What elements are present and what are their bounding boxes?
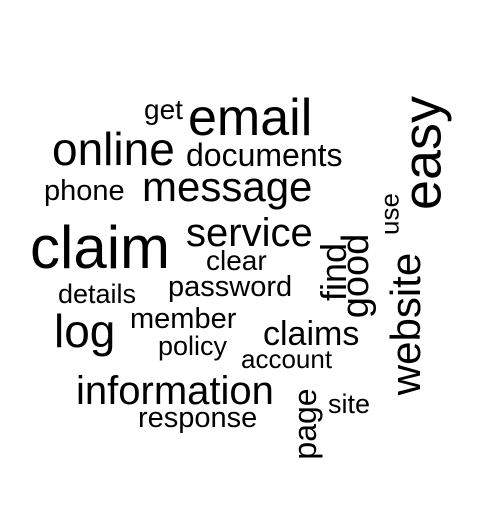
word-log: log [54,305,116,357]
word-site: site [328,389,371,419]
word-email: email [188,89,313,147]
word-information: information [76,369,274,413]
word-password: password [168,271,293,303]
word-member: member [130,303,237,335]
word-documents: documents [186,137,343,173]
word-use: use [374,193,405,235]
word-good: good [335,233,377,319]
word-details: details [58,279,137,309]
word-claims: claims [263,315,360,353]
word-clear: clear [206,245,267,276]
word-get: get [144,94,183,125]
word-response: response [138,402,258,434]
word-claim: claim [30,214,171,281]
word-phone: phone [44,175,125,207]
word-policy: policy [158,331,228,361]
word-online: online [52,123,175,175]
word-message: message [142,163,313,210]
word-account: account [241,344,333,374]
word-service: service [186,211,313,255]
word-website: website [382,252,429,396]
word-page: page [287,388,323,460]
